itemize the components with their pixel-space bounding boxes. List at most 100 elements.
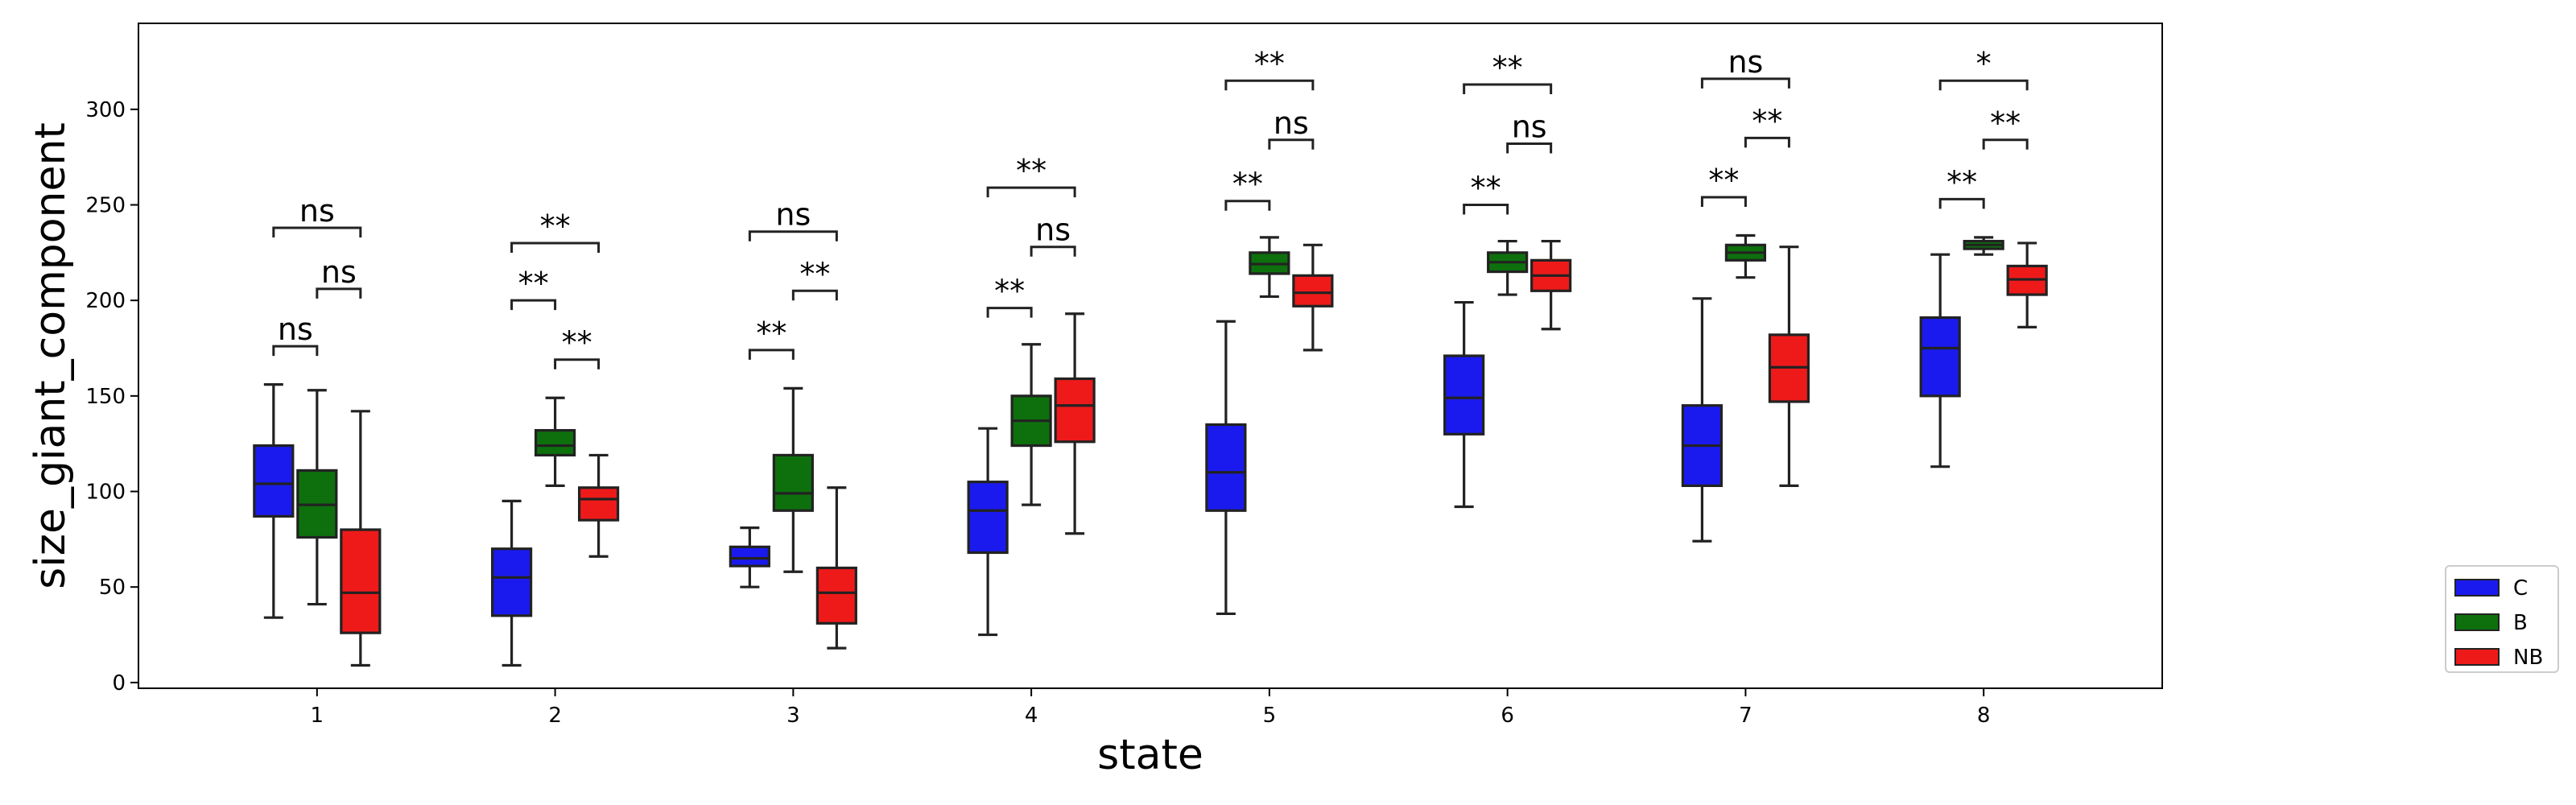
- box-body: [253, 444, 295, 518]
- plot-area: [138, 23, 2163, 689]
- legend-label-NB: NB: [2513, 646, 2543, 670]
- box-body: [1443, 354, 1485, 436]
- significance-label: **: [1752, 103, 1782, 138]
- significance-label: *: [1976, 46, 1992, 81]
- significance-bracket: [510, 299, 557, 311]
- box-series: [253, 233, 2048, 667]
- box-C-2: [490, 499, 533, 667]
- box-body: [772, 453, 814, 512]
- box-B-3: [772, 386, 814, 573]
- box-C-3: [729, 526, 770, 588]
- significance-label: **: [1254, 46, 1285, 81]
- box-C-8: [1919, 253, 1961, 469]
- legend-swatch-NB: [2454, 648, 2500, 666]
- significance-label: ns: [278, 312, 313, 347]
- legend: CB NB: [2445, 565, 2559, 673]
- significance-label: **: [1946, 164, 1977, 200]
- box-body: [967, 481, 1009, 555]
- significance-bracket: [1700, 77, 1790, 89]
- y-tick-label: 250: [85, 193, 126, 217]
- box-body: [815, 566, 857, 625]
- x-tick-label: 4: [1025, 704, 1038, 728]
- significance-label: ns: [1035, 213, 1071, 248]
- box-B-8: [1963, 236, 2004, 256]
- box-C-4: [967, 427, 1009, 637]
- significance-label: **: [1708, 163, 1739, 198]
- box-NB-6: [1530, 239, 1572, 331]
- box-body: [1919, 316, 1961, 398]
- significance-bracket: [1938, 79, 2029, 91]
- box-NB-2: [577, 453, 620, 558]
- significance-bracket: [272, 345, 319, 357]
- significance-bracket: [1224, 200, 1271, 211]
- significance-bracket: [1744, 136, 1790, 148]
- significance-bracket: [748, 230, 838, 242]
- box-body: [534, 428, 576, 457]
- y-tick-label: 300: [85, 98, 126, 122]
- box-C-7: [1681, 297, 1724, 543]
- significance-label: **: [518, 266, 549, 301]
- x-tick-label: 2: [548, 704, 562, 728]
- x-axis: 1 2 3 4 5 6 7 8: [311, 688, 1991, 728]
- significance-label: **: [1990, 105, 2021, 141]
- significance-bracket: [748, 349, 795, 360]
- box-body: [1292, 274, 1334, 308]
- box-body: [340, 528, 382, 634]
- significance-label: ns: [775, 197, 811, 233]
- x-tick-label: 1: [311, 704, 324, 728]
- significance-bracket: [1268, 138, 1315, 150]
- box-B-1: [296, 389, 338, 606]
- box-body: [729, 545, 770, 568]
- significance-bracket: [791, 289, 838, 301]
- significance-label: **: [540, 208, 571, 244]
- x-tick-label: 6: [1501, 704, 1514, 728]
- significance-label: ns: [321, 254, 357, 290]
- significance-label: **: [1016, 153, 1046, 188]
- x-tick-label: 5: [1263, 704, 1277, 728]
- box-NB-1: [340, 410, 382, 667]
- legend-swatch-B: [2454, 613, 2500, 631]
- significance-bracket: [1224, 79, 1315, 91]
- significance-label: **: [994, 274, 1025, 309]
- significance-bracket: [1982, 138, 2029, 150]
- y-tick-label: 100: [85, 481, 126, 505]
- box-B-5: [1249, 236, 1290, 299]
- x-axis-label: state: [1097, 731, 1203, 779]
- significance-label: **: [756, 316, 786, 351]
- significance-label: **: [1232, 167, 1263, 202]
- significance-bracket: [1938, 197, 1985, 209]
- significance-bracket: [1463, 83, 1553, 94]
- box-NB-5: [1292, 243, 1334, 352]
- significance-bracket: [510, 242, 601, 253]
- significance-label: ns: [1728, 44, 1763, 80]
- x-tick-label: 7: [1739, 704, 1752, 728]
- box-NB-8: [2006, 242, 2048, 328]
- box-B-4: [1010, 343, 1052, 506]
- box-B-2: [534, 396, 576, 488]
- significance-label: ns: [1512, 109, 1547, 145]
- y-tick-label: 200: [85, 289, 126, 313]
- legend-label-B: B: [2513, 611, 2528, 635]
- y-tick-label: 50: [99, 576, 126, 600]
- box-B-6: [1487, 239, 1529, 296]
- significance-label: ns: [1274, 105, 1309, 141]
- significance-label: **: [1471, 170, 1501, 205]
- box-NB-3: [815, 486, 857, 650]
- box-NB-7: [1768, 246, 1810, 488]
- box-body: [1054, 377, 1096, 444]
- y-tick-label: 0: [112, 671, 126, 696]
- significance-bracket: [554, 358, 601, 369]
- y-axis: 0 50 100 150 200 250 300: [85, 98, 138, 696]
- box-C-6: [1443, 300, 1485, 509]
- significance-bracket: [986, 307, 1033, 318]
- box-C-5: [1205, 320, 1247, 616]
- significance-label: **: [1492, 50, 1523, 85]
- significance-label: **: [799, 256, 830, 291]
- y-tick-label: 150: [85, 385, 126, 409]
- significance-bracket: [1463, 203, 1509, 215]
- y-axis-label: size_giant_component: [27, 122, 75, 589]
- x-tick-label: 8: [1977, 704, 1991, 728]
- box-body: [1205, 423, 1247, 512]
- significance-bracket: [316, 287, 362, 299]
